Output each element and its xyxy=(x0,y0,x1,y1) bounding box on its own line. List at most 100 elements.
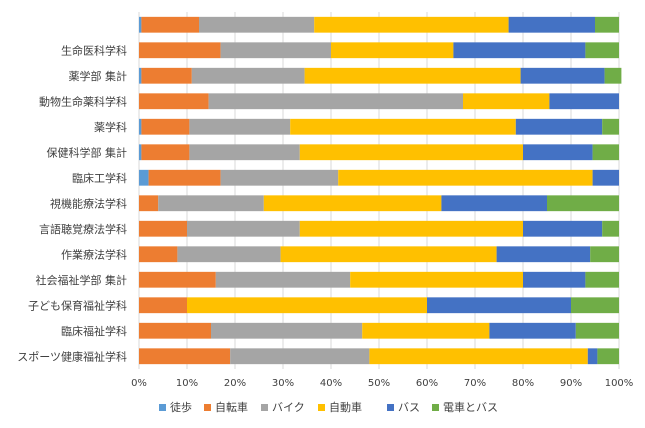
legend-swatch xyxy=(318,404,325,411)
bar-segment xyxy=(575,322,619,339)
bar-segment xyxy=(597,348,619,365)
bar-segment xyxy=(189,144,300,161)
bar-segment xyxy=(547,195,619,212)
legend-item: 自転車 xyxy=(204,400,248,414)
category-label: 作業療法学科 xyxy=(61,247,127,261)
bar-segment xyxy=(139,220,187,237)
category-label: 言語聴覚療法学科 xyxy=(39,222,127,236)
x-tick-label: 0% xyxy=(131,378,147,389)
bar-segment xyxy=(280,246,497,263)
bar-segment xyxy=(602,118,619,135)
category-label: スポーツ健康福祉学科 xyxy=(17,349,127,363)
bar-segment xyxy=(571,297,619,314)
category-label: 臨床福祉学科 xyxy=(61,324,127,338)
bar-segment xyxy=(523,271,586,288)
x-tick-label: 100% xyxy=(605,378,634,389)
legend-label: 電車とバス xyxy=(443,400,498,414)
bar-segment xyxy=(139,246,178,263)
bar-segment xyxy=(139,144,142,161)
bar-segment xyxy=(523,220,603,237)
bar-segment xyxy=(141,67,192,84)
category-label: 臨床工学科 xyxy=(72,171,127,185)
bar-segment xyxy=(299,144,523,161)
bar-segment xyxy=(139,93,209,110)
bar-segment xyxy=(489,322,576,339)
bar-segment xyxy=(592,169,619,186)
bar-segment xyxy=(139,195,159,212)
bar-segment xyxy=(515,118,603,135)
category-label: 保健科学部 集計 xyxy=(47,145,128,159)
legend-swatch xyxy=(159,404,166,411)
legend-swatch xyxy=(432,404,439,411)
bar-segment xyxy=(189,118,291,135)
bar-segment xyxy=(141,16,199,33)
category-label: 動物生命薬科学科 xyxy=(39,94,127,108)
bar-segment xyxy=(604,67,622,84)
bar-segment xyxy=(585,271,619,288)
x-tick-label: 30% xyxy=(272,378,294,389)
legend-item: 自動車 xyxy=(318,400,362,414)
bar-segment xyxy=(139,348,231,365)
bar-segment xyxy=(220,42,331,59)
bar-segment xyxy=(362,322,490,339)
x-tick-label: 20% xyxy=(224,378,246,389)
legend-item: バイク xyxy=(261,401,305,414)
bar-segment xyxy=(369,348,588,365)
x-tick-label: 10% xyxy=(176,378,198,389)
x-tick-label: 40% xyxy=(320,378,342,389)
legend-item: バス xyxy=(387,401,420,414)
legend-label: 徒歩 xyxy=(170,400,192,414)
category-label: 子ども保育福祉学科 xyxy=(28,298,127,312)
bar-segment xyxy=(139,118,142,135)
legend: 徒歩 自転車 バイク 自動車 バス 電車とバス xyxy=(159,400,498,414)
legend-item: 電車とバス xyxy=(432,400,498,414)
category-label: 視機能療法学科 xyxy=(50,196,127,210)
legend-swatch xyxy=(387,404,394,411)
bar-segment xyxy=(595,16,619,33)
x-tick-label: 80% xyxy=(512,378,534,389)
bar-segment xyxy=(463,93,550,110)
x-tick-label: 90% xyxy=(560,378,582,389)
bar-segment xyxy=(187,220,300,237)
bar-segment xyxy=(290,118,516,135)
legend-label: バス xyxy=(398,401,420,414)
bar-segment xyxy=(220,169,339,186)
bar-segment xyxy=(549,93,619,110)
bar-segment xyxy=(208,93,463,110)
bar-segment xyxy=(508,16,595,33)
bar-segment xyxy=(350,271,523,288)
category-label: 社会福祉学部 集計 xyxy=(36,273,128,287)
legend-swatch xyxy=(204,404,211,411)
bar-segment xyxy=(141,118,190,135)
bar-segment xyxy=(139,297,187,314)
bar-segment xyxy=(230,348,370,365)
bar-segment xyxy=(585,42,619,59)
bar-segment xyxy=(158,195,264,212)
bar-segment xyxy=(602,220,619,237)
bar-segment xyxy=(314,16,509,33)
legend-label: バイク xyxy=(272,401,305,414)
bar-segment xyxy=(139,16,142,33)
x-tick-label: 60% xyxy=(416,378,438,389)
x-axis-tick-labels: 0% 10% 20% 30% 40% 50% 60% 70% 80% 90% 100% xyxy=(131,378,633,389)
legend-label: 自転車 xyxy=(215,400,248,414)
bar-segment xyxy=(331,42,454,59)
bar-segment xyxy=(139,42,221,59)
bar-segment xyxy=(139,169,149,186)
category-label: 生命医科学科 xyxy=(61,43,127,57)
bar-segment xyxy=(453,42,586,59)
bar-segment xyxy=(139,271,216,288)
legend-swatch xyxy=(261,404,268,411)
bar-segment xyxy=(520,67,605,84)
x-tick-label: 70% xyxy=(464,378,486,389)
bar-segment xyxy=(338,169,593,186)
legend-item: 徒歩 xyxy=(159,400,192,414)
bar-segment xyxy=(139,322,211,339)
bar-segment xyxy=(191,67,305,84)
bar-segment xyxy=(427,297,571,314)
bars xyxy=(139,16,622,365)
bar-segment xyxy=(139,67,142,84)
bar-segment xyxy=(215,271,351,288)
